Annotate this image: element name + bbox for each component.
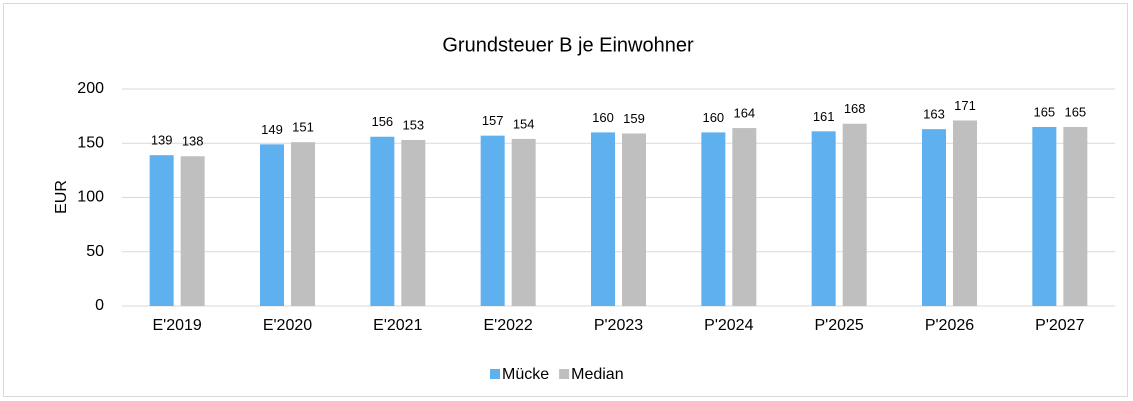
x-tick-label: P'2023 xyxy=(594,317,643,334)
bar xyxy=(480,135,505,306)
bar xyxy=(811,131,836,306)
x-tick-label: E'2019 xyxy=(153,317,202,334)
data-label: 159 xyxy=(623,111,645,126)
bar xyxy=(953,120,977,306)
y-tick-label: 150 xyxy=(77,134,104,151)
bar xyxy=(1063,126,1088,306)
x-tick-label: P'2025 xyxy=(815,317,864,334)
legend-swatch xyxy=(559,369,570,379)
data-label: 165 xyxy=(1064,104,1086,119)
data-label: 161 xyxy=(813,109,835,124)
bar xyxy=(1032,126,1057,306)
legend-label: Median xyxy=(571,366,623,383)
bar xyxy=(622,133,646,306)
bar xyxy=(260,144,284,306)
data-label: 160 xyxy=(702,110,724,125)
data-label: 138 xyxy=(182,134,204,149)
y-tick-label: 0 xyxy=(95,297,104,314)
x-tick-label: P'2024 xyxy=(704,317,753,334)
data-label: 154 xyxy=(513,116,535,131)
data-label: 165 xyxy=(1033,104,1055,119)
data-label: 168 xyxy=(844,101,866,116)
data-label: 153 xyxy=(402,117,424,132)
data-label: 149 xyxy=(261,122,283,137)
data-label: 163 xyxy=(923,107,945,122)
x-tick-label: E'2020 xyxy=(263,317,312,334)
bar xyxy=(180,156,205,306)
chart-title: Grundsteuer B je Einwohner xyxy=(442,34,694,56)
bar xyxy=(732,128,757,306)
bar xyxy=(922,129,946,306)
legend-swatch xyxy=(490,369,500,379)
bar xyxy=(511,138,536,306)
bar xyxy=(401,139,426,306)
bar xyxy=(701,132,726,306)
x-tick-label: E'2022 xyxy=(484,317,533,334)
y-tick-label: 50 xyxy=(86,243,104,260)
bar xyxy=(149,155,174,306)
x-tick-label: E'2021 xyxy=(373,317,422,334)
data-label: 171 xyxy=(954,98,976,113)
bar xyxy=(291,142,315,306)
y-axis-label: EUR xyxy=(53,180,70,214)
legend-label: Mücke xyxy=(502,366,549,383)
bar xyxy=(591,132,615,306)
data-label: 160 xyxy=(592,110,614,125)
data-label: 164 xyxy=(733,105,755,120)
x-tick-label: P'2026 xyxy=(925,317,974,334)
data-label: 151 xyxy=(292,120,314,135)
x-tick-label: P'2027 xyxy=(1035,317,1084,334)
y-tick-label: 200 xyxy=(77,80,104,97)
y-tick-label: 100 xyxy=(77,189,104,206)
data-label: 157 xyxy=(482,113,504,128)
bar xyxy=(370,136,395,306)
data-label: 156 xyxy=(371,114,393,129)
data-label: 139 xyxy=(151,133,173,148)
bar xyxy=(842,123,867,306)
